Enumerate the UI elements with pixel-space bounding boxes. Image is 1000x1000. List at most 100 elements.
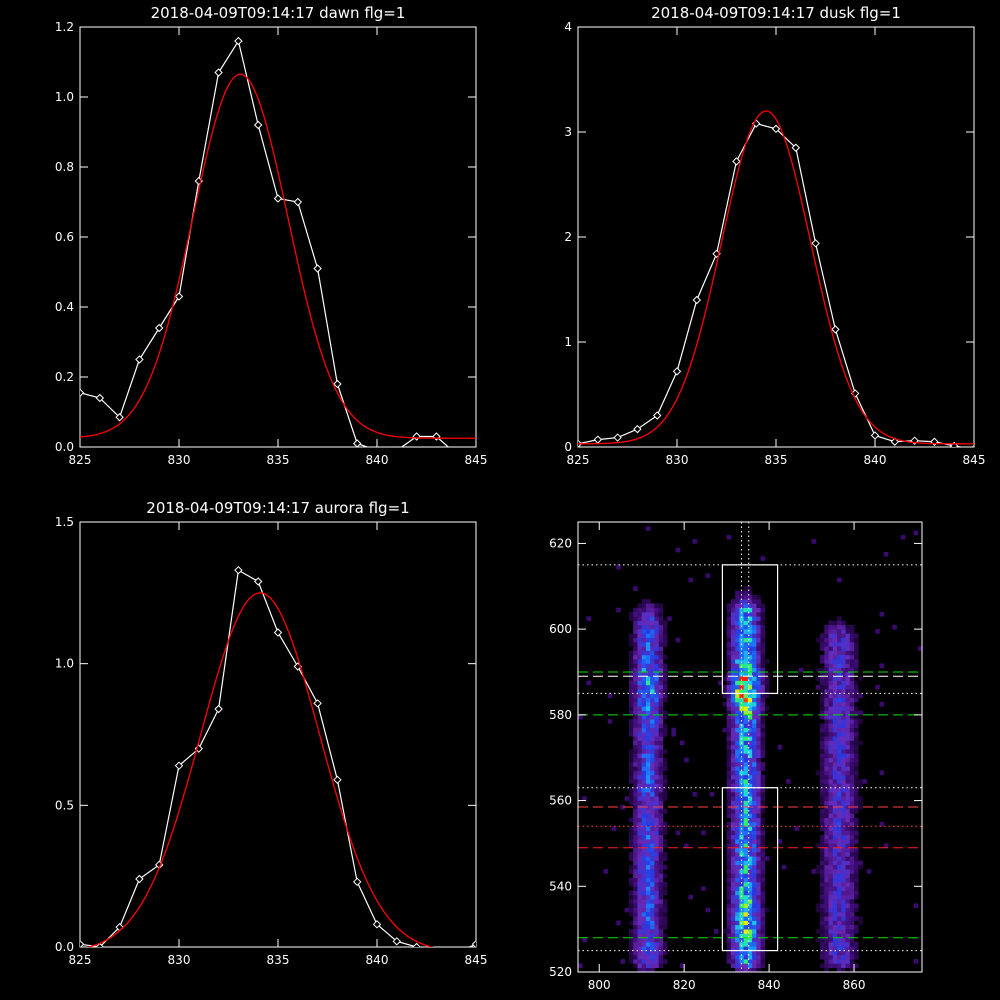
heatmap-cell	[849, 800, 855, 806]
heatmap-cell	[645, 967, 651, 972]
heatmap-cell	[726, 813, 732, 819]
heatmap-cell	[747, 736, 753, 741]
heatmap-cell	[654, 736, 659, 741]
heatmap-cell	[645, 783, 651, 789]
heatmap-cell	[747, 920, 753, 926]
heatmap-cell	[654, 933, 659, 939]
heatmap-cell	[747, 839, 753, 844]
heatmap-cell	[645, 633, 651, 639]
line-chart-3: 825 830 835 840 8450.00.51.01.52018-04-09T09…	[55, 499, 488, 967]
heatmap-cell	[722, 727, 727, 733]
heatmap-cell	[854, 890, 859, 896]
heatmap-cell	[654, 907, 659, 913]
heatmap-cell	[743, 736, 749, 741]
heatmap-cell	[752, 852, 757, 857]
heatmap-cell	[662, 852, 668, 857]
heatmap-cell	[760, 903, 766, 909]
heatmap-cell	[832, 749, 838, 754]
heatmap-cell	[645, 954, 651, 960]
heatmap-cell	[837, 732, 842, 737]
heatmap-cell	[743, 749, 749, 754]
heatmap-cell	[832, 736, 838, 741]
heatmap-cell	[641, 757, 647, 763]
heatmap-cell	[837, 740, 842, 746]
heatmap-cell	[828, 903, 834, 909]
heatmap-cell	[752, 959, 757, 964]
heatmap-cell	[641, 864, 647, 870]
heatmap-cell	[658, 749, 664, 754]
heatmap-cell	[845, 744, 851, 750]
heatmap-cell	[633, 684, 638, 690]
heatmap-cell	[841, 706, 846, 711]
data-point	[293, 197, 303, 207]
heatmap-cell	[641, 702, 647, 707]
heatmap-cell	[854, 723, 859, 729]
heatmap-cell	[735, 830, 740, 836]
heatmap-cell	[645, 762, 651, 767]
heatmap-cell	[628, 684, 634, 690]
heatmap-cell	[832, 830, 838, 836]
heatmap-cell	[662, 886, 668, 891]
heatmap-cell	[752, 706, 757, 711]
heatmap-cell	[726, 873, 732, 879]
heatmap-cell	[743, 792, 749, 797]
heatmap-cell	[841, 762, 846, 767]
heatmap-cell	[747, 633, 753, 639]
heatmap-cell	[641, 659, 647, 664]
heatmap-cell	[739, 800, 744, 806]
heatmap-cell	[824, 693, 829, 699]
heatmap-cell	[841, 736, 846, 741]
heatmap-cell	[743, 599, 749, 604]
heatmap-cell	[637, 744, 643, 750]
heatmap-cell	[756, 924, 761, 930]
heatmap-cell	[726, 847, 732, 853]
heatmap-cell	[645, 607, 651, 613]
heatmap-cell	[641, 856, 647, 861]
heatmap-cell	[726, 839, 732, 844]
x-tick-label: 825	[69, 453, 92, 467]
heatmap-cell	[735, 633, 740, 639]
heatmap-cell	[824, 886, 829, 891]
heatmap-cell	[760, 869, 766, 874]
heatmap-cell	[756, 714, 761, 720]
heatmap-cell	[854, 809, 859, 814]
heatmap-cell	[743, 809, 749, 814]
heatmap-cell	[849, 757, 855, 763]
heatmap-cell	[628, 663, 634, 669]
heatmap-cell	[637, 620, 643, 626]
heatmap-cell	[845, 633, 851, 639]
heatmap-cell	[841, 727, 846, 733]
heatmap-cell	[641, 912, 647, 917]
heatmap-cell	[654, 946, 659, 951]
heatmap-cell	[832, 916, 838, 921]
heatmap-cell	[637, 663, 643, 669]
heatmap-cell	[760, 877, 766, 883]
heatmap-cell	[845, 834, 851, 840]
heatmap-cell	[828, 817, 834, 823]
heatmap-cell	[633, 629, 638, 634]
heatmap-cell	[900, 534, 906, 540]
heatmap-cell	[730, 954, 736, 960]
heatmap-cell	[841, 903, 846, 909]
heatmap-cell	[747, 860, 753, 866]
heatmap-cell	[828, 899, 834, 904]
heatmap-cell	[633, 847, 638, 853]
heatmap-cell	[747, 774, 753, 780]
data-point	[971, 444, 974, 447]
heatmap-cell	[849, 629, 855, 634]
heatmap-cell	[845, 830, 851, 836]
heatmap-cell	[747, 616, 753, 621]
heatmap-cell	[739, 792, 744, 797]
heatmap-cell	[760, 924, 766, 930]
heatmap-cell	[735, 959, 740, 964]
heatmap-cell	[654, 654, 659, 660]
heatmap-cell	[752, 783, 757, 789]
x-tick-label: 845	[465, 453, 488, 467]
heatmap-cell	[820, 732, 825, 737]
heatmap-cell	[820, 744, 825, 750]
heatmap-cell	[849, 792, 855, 797]
heatmap-cell	[658, 813, 664, 819]
heatmap-cell	[628, 817, 634, 823]
heatmap-cell	[650, 612, 655, 617]
heatmap-cell	[654, 702, 659, 707]
